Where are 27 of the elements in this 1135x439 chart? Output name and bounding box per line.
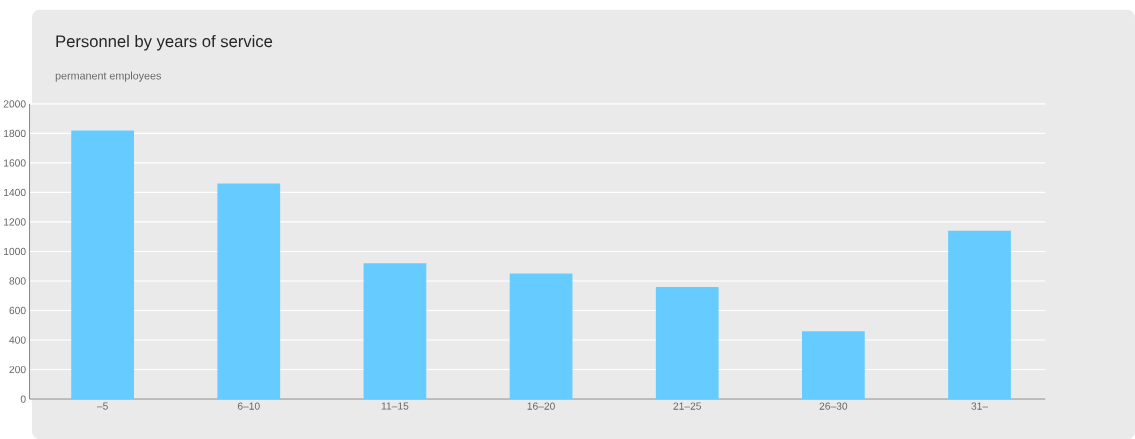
bar (948, 230, 1011, 399)
x-tick-label: 16–20 (527, 402, 555, 410)
y-tick-label: 800 (9, 277, 26, 285)
y-tick-label: 1000 (4, 247, 26, 255)
bar (802, 331, 865, 399)
bar (363, 263, 427, 399)
y-tick-label: 0 (20, 395, 26, 403)
y-tick-label: 1400 (4, 188, 26, 196)
x-tick-label: 6–10 (237, 402, 260, 410)
chart-title: Personnel by years of service (56, 34, 273, 51)
y-tick-label: 200 (9, 365, 26, 374)
y-tick-label: 1200 (4, 218, 26, 226)
x-tick-label: 11–15 (381, 402, 409, 410)
y-tick-label: 1600 (4, 159, 26, 167)
y-tick-label: 400 (9, 336, 26, 344)
x-tick-label: –5 (96, 402, 108, 410)
x-tick-label: 31– (971, 402, 989, 410)
y-tick-label: 600 (9, 306, 26, 315)
bar (217, 183, 281, 399)
bar (71, 130, 134, 399)
x-tick-label: 21–25 (673, 402, 702, 410)
bar (655, 286, 719, 399)
bar (509, 273, 573, 399)
x-tick-label: 26–30 (819, 402, 848, 410)
chart-subtitle: permanent employees (55, 71, 161, 82)
y-tick-label: 1800 (4, 129, 26, 137)
y-tick-label: 2000 (3, 100, 26, 108)
